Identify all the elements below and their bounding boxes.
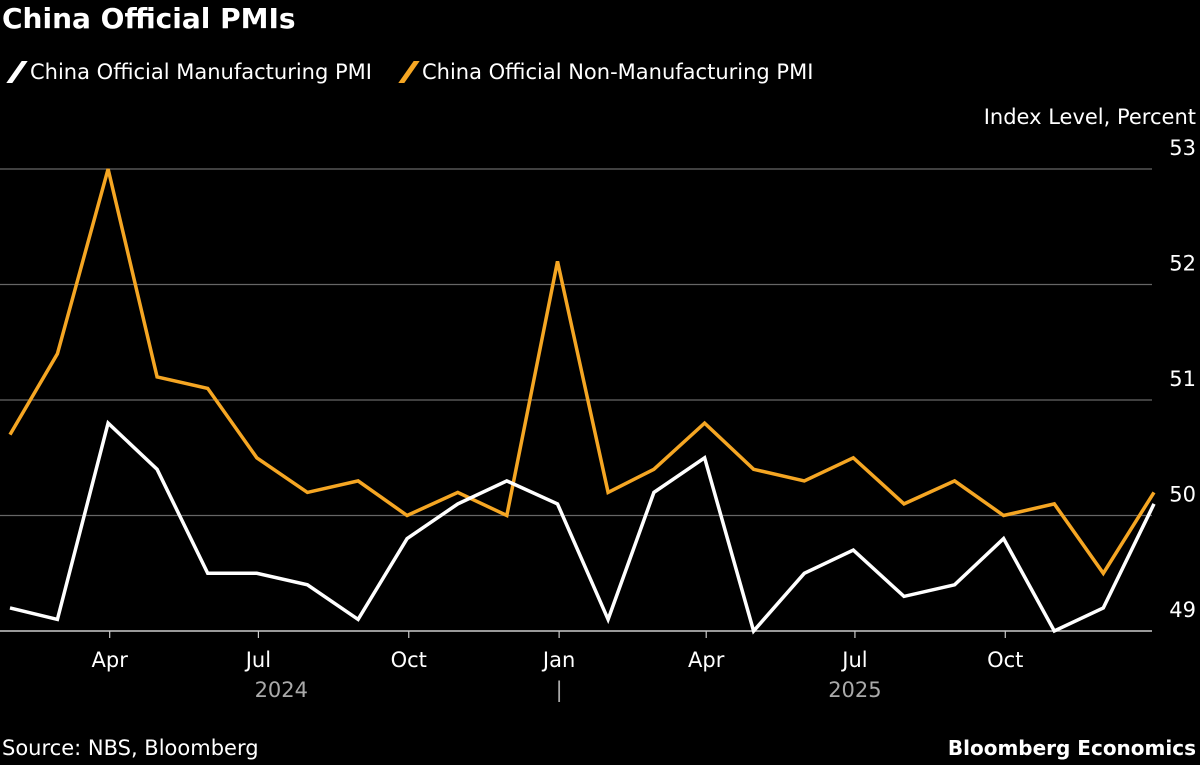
x-tick-label: Apr (92, 648, 129, 672)
series-line (8, 168, 1156, 577)
x-tick-label: Apr (688, 648, 725, 672)
legend-item-non-manufacturing: China Official Non-Manufacturing PMI (398, 60, 814, 84)
legend-label: China Official Manufacturing PMI (30, 60, 372, 84)
year-label: 2025 (828, 678, 881, 702)
legend: China Official Manufacturing PMI China O… (6, 60, 814, 84)
x-tick-label: Oct (391, 648, 427, 672)
y-tick-label: 49 (1169, 598, 1196, 622)
year-separator: | (556, 678, 563, 703)
legend-item-manufacturing: China Official Manufacturing PMI (6, 60, 372, 84)
year-label: 2024 (255, 678, 308, 702)
legend-label: China Official Non-Manufacturing PMI (421, 60, 814, 84)
y-tick-label: 50 (1169, 483, 1196, 507)
brand-logo: Bloomberg Economics (947, 736, 1196, 760)
y-tick-label: 51 (1169, 367, 1196, 391)
y-tick-label: 52 (1169, 252, 1196, 276)
y-axis-label: Index Level, Percent (983, 105, 1196, 129)
x-tick-label: Jul (244, 648, 271, 672)
series-line (9, 419, 1156, 635)
x-tick-label: Jul (840, 648, 867, 672)
y-tick-label: 53 (1169, 136, 1196, 160)
chart-title: China Official PMIs (2, 2, 296, 35)
x-tick-label: Oct (987, 648, 1023, 672)
x-tick-label: Jan (541, 648, 575, 672)
source-note: Source: NBS, Bloomberg (2, 736, 259, 760)
